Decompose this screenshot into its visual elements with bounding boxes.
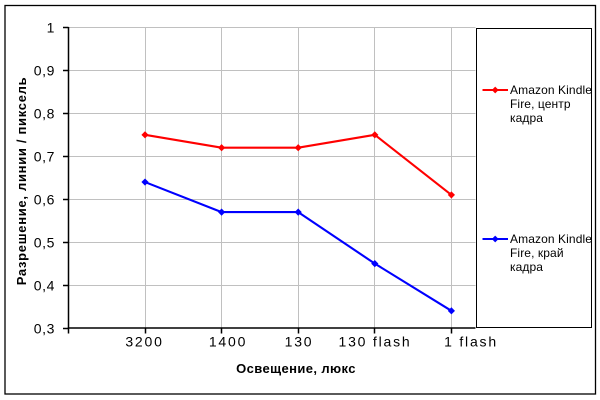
series-marker-1 [218,144,226,152]
series-marker-2 [141,178,149,186]
y-tick-label: 1 [47,20,55,36]
legend-entry-1: Amazon Kindle Fire, центр кадра [482,83,593,125]
series-marker-2 [294,208,302,216]
series-marker-1 [141,131,149,139]
y-tick-label: 0,5 [34,235,55,251]
legend-label-2: Amazon Kindle Fire, край кадра [510,232,593,275]
legend-marker-point [491,86,499,93]
x-axis-title: Освещение, люкс [236,361,356,376]
legend-label-1: Amazon Kindle Fire, центр кадра [510,82,593,125]
y-tick-label: 0,8 [34,106,55,122]
x-tick-label: 3200 [125,334,163,350]
legend: Amazon Kindle Fire, центр кадра Amazon Kind… [475,27,593,328]
legend-marker-point [491,235,499,243]
y-axis-title: Разрешение, линии / пиксель [14,76,29,286]
series-marker-2 [371,260,379,268]
figure-border [4,4,597,395]
series-marker-1 [294,144,302,152]
y-tick-label: 0,4 [34,278,55,294]
x-tick-label: 130 flash [338,334,411,350]
series-marker-1 [447,191,455,199]
y-tick-label: 0,3 [34,321,55,337]
legend-marker-2 [482,235,508,243]
legend-entry-2: Amazon Kindle Fire, край кадра [482,232,593,274]
series-marker-2 [447,307,455,315]
x-tick-label: 1400 [209,334,247,350]
y-tick-label: 0,6 [34,192,55,208]
y-tick-label: 0,9 [34,63,55,79]
series-marker-2 [218,208,226,216]
legend-marker-1 [482,86,508,93]
series-marker-1 [371,131,379,139]
y-tick-label: 0,7 [34,149,55,165]
x-tick-label: 1 flash [444,334,498,350]
x-tick-label: 130 [285,334,314,350]
